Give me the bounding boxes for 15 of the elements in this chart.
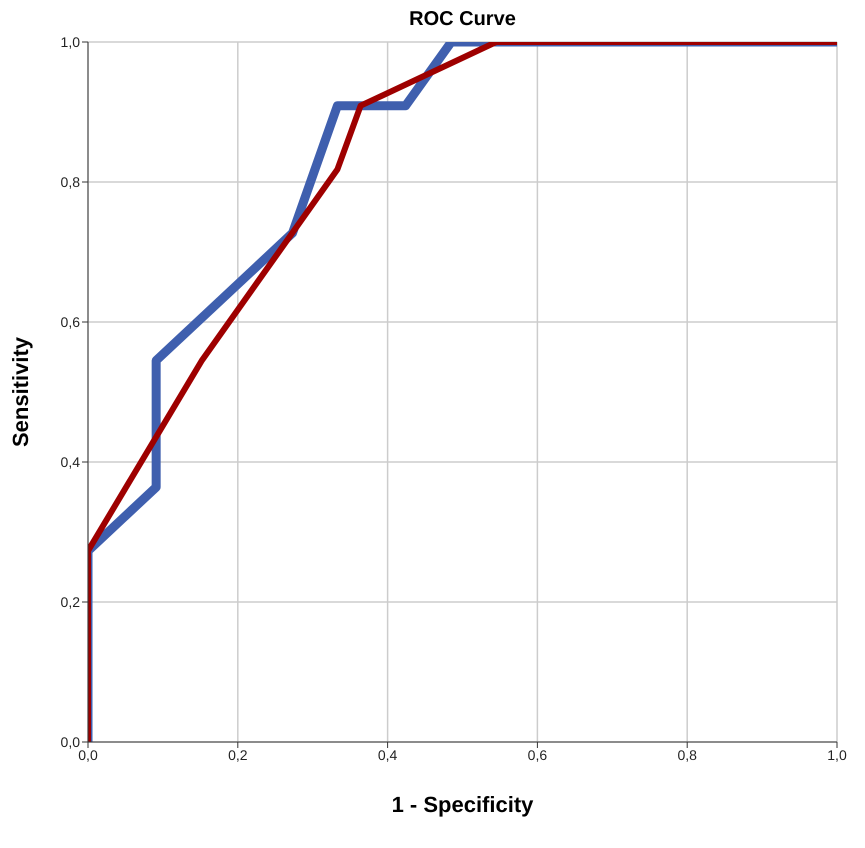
y-axis-title: Sensitivity bbox=[8, 336, 33, 448]
chart-title: ROC Curve bbox=[408, 8, 517, 32]
x-tick-label: 0,2 bbox=[228, 746, 248, 763]
y-tick-label: 0,4 bbox=[60, 454, 80, 470]
y-tick-label: 0,8 bbox=[60, 174, 80, 190]
y-tick-label: 0,0 bbox=[60, 734, 80, 750]
y-tick-label: 1,0 bbox=[60, 34, 80, 50]
y-tick-label: 0,2 bbox=[60, 594, 80, 610]
y-tick-label: 0,6 bbox=[60, 314, 80, 330]
x-tick-label: 0,0 bbox=[78, 746, 98, 763]
x-tick-label: 1,0 bbox=[827, 746, 847, 763]
x-tick-label: 0,4 bbox=[378, 746, 398, 763]
x-tick-label: 0,8 bbox=[677, 746, 698, 763]
x-axis-title: 1 - Specificity bbox=[392, 792, 534, 817]
x-tick-label: 0,6 bbox=[528, 746, 548, 763]
